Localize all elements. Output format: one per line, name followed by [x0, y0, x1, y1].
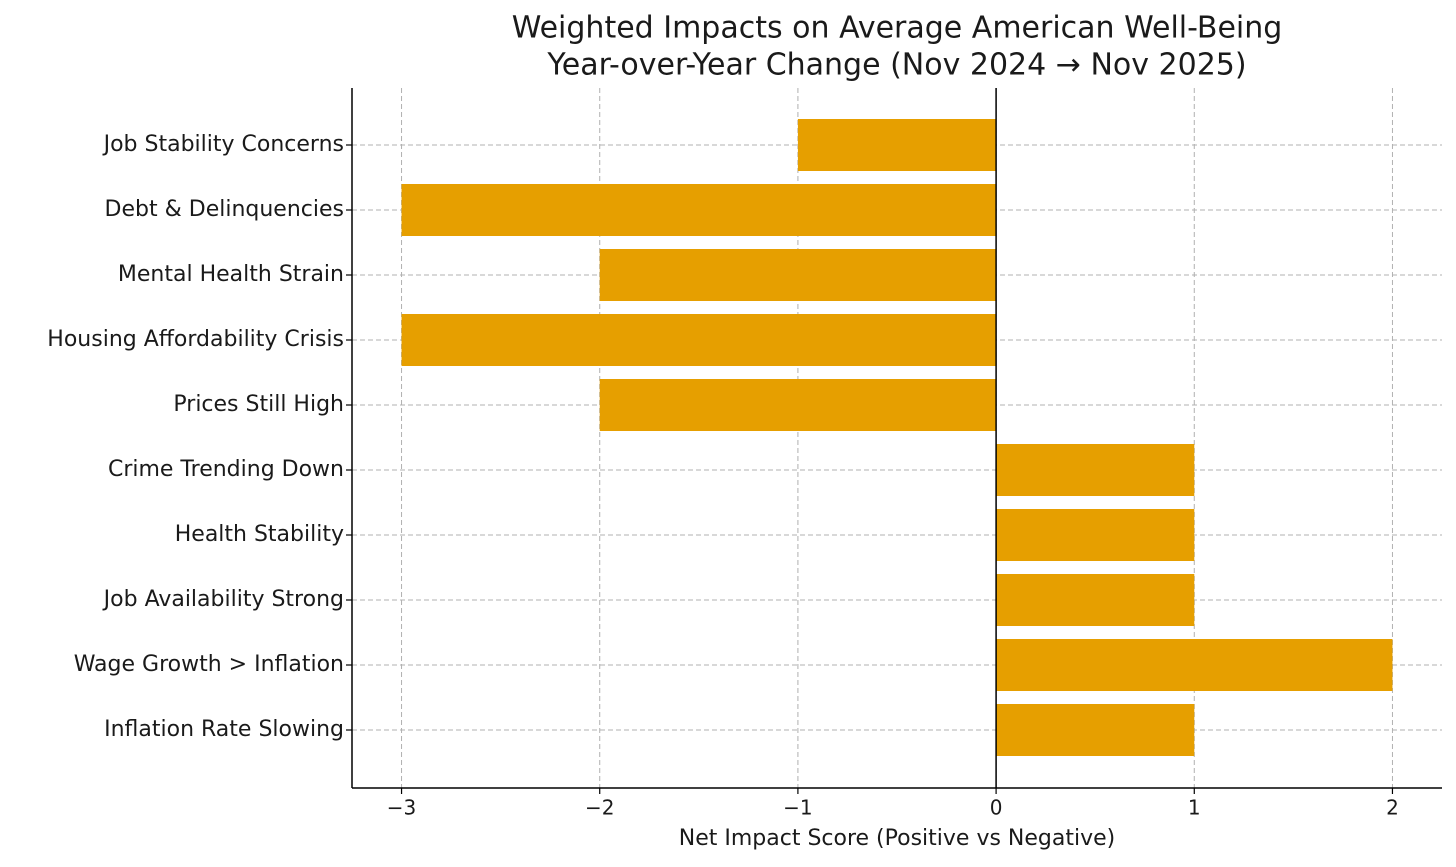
x-tick-label: −3 [387, 796, 416, 820]
y-tick-label: Job Availability Strong [102, 587, 344, 612]
chart-subtitle: Year-over-Year Change (Nov 2024 → Nov 20… [546, 48, 1246, 83]
chart-title: Weighted Impacts on Average American Wel… [512, 11, 1283, 46]
x-tick-label: −2 [585, 796, 614, 820]
y-tick-label: Job Stability Concerns [102, 132, 344, 157]
y-tick-label: Crime Trending Down [108, 457, 344, 482]
y-tick-label: Housing Affordability Crisis [47, 327, 344, 352]
bar [996, 444, 1195, 496]
bar [996, 574, 1195, 626]
bar [996, 704, 1195, 756]
bar [599, 379, 997, 431]
y-tick-label: Debt & Delinquencies [105, 197, 344, 222]
x-tick-label: 0 [990, 796, 1003, 820]
y-tick-label: Health Stability [175, 522, 344, 547]
bar [401, 184, 997, 236]
y-tick-label: Mental Health Strain [118, 262, 344, 287]
y-tick-label: Prices Still High [173, 392, 344, 417]
bar [996, 639, 1393, 691]
x-tick-label: 2 [1386, 796, 1399, 820]
bar [797, 119, 997, 171]
x-axis-label: Net Impact Score (Positive vs Negative) [679, 826, 1115, 851]
bar [599, 249, 997, 301]
y-tick-label: Inflation Rate Slowing [104, 717, 344, 742]
bar [996, 509, 1195, 561]
x-tick-label: 1 [1188, 796, 1201, 820]
x-tick-label: −1 [783, 796, 812, 820]
bar [401, 314, 997, 366]
y-tick-label: Wage Growth > Inflation [74, 652, 344, 677]
